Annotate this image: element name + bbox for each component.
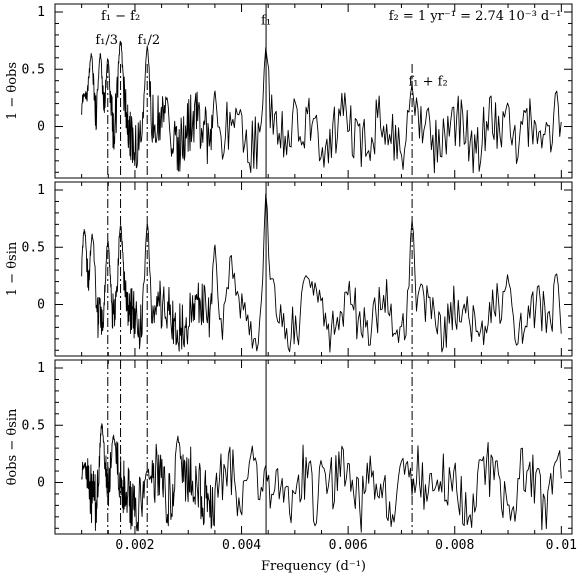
panel-frame	[54, 3, 573, 179]
y-tick-label: 0	[37, 475, 45, 490]
y-tick-label: 0.5	[22, 240, 45, 255]
y-tick-label: 1	[37, 183, 45, 198]
y-axis-label: 1 − θsin	[5, 241, 20, 296]
peak-annotation: f₁/3	[95, 33, 118, 48]
peak-annotation: f₂ = 1 yr⁻¹ = 2.74 10⁻³ d⁻¹	[389, 9, 562, 24]
y-tick-label: 1	[37, 5, 45, 20]
x-axis-label: Frequency (d⁻¹)	[261, 559, 366, 574]
y-tick-label: 0.5	[22, 62, 45, 77]
y-tick-label: 0	[37, 297, 45, 312]
peak-annotation: f₁ + f₂	[408, 74, 447, 89]
x-tick-label: 0.008	[435, 538, 474, 553]
y-tick-label: 0.5	[22, 418, 45, 433]
peak-annotation: f₁ − f₂	[101, 9, 140, 24]
y-tick-label: 1	[37, 361, 45, 376]
panel-frame	[54, 359, 573, 535]
panel-1: 1 0.5 0 1 − θobs f₁ − f₂ f₁/3 f₁/2 f₁ f₁ + f₂ f₂ …	[5, 3, 573, 179]
x-tick-label: 0.004	[222, 538, 261, 553]
panel-frame	[54, 181, 573, 357]
panel-3: 1 0.5 0 θobs − θsin	[5, 359, 573, 535]
x-tick-label: 0.006	[329, 538, 368, 553]
peak-annotation: f₁/2	[137, 33, 160, 48]
y-axis-label: θobs − θsin	[5, 408, 20, 485]
x-tick-label: 0.002	[115, 538, 154, 553]
periodogram-curve	[81, 193, 562, 353]
panel-2: 1 0.5 0 1 − θsin	[5, 181, 573, 357]
periodogram-curve	[81, 423, 562, 533]
x-tick-label: 0.01	[546, 538, 577, 553]
y-axis-label: 1 − θobs	[5, 62, 20, 120]
peak-annotation: f₁	[261, 14, 271, 29]
periodogram-curve	[81, 40, 562, 174]
y-tick-label: 0	[37, 119, 45, 134]
